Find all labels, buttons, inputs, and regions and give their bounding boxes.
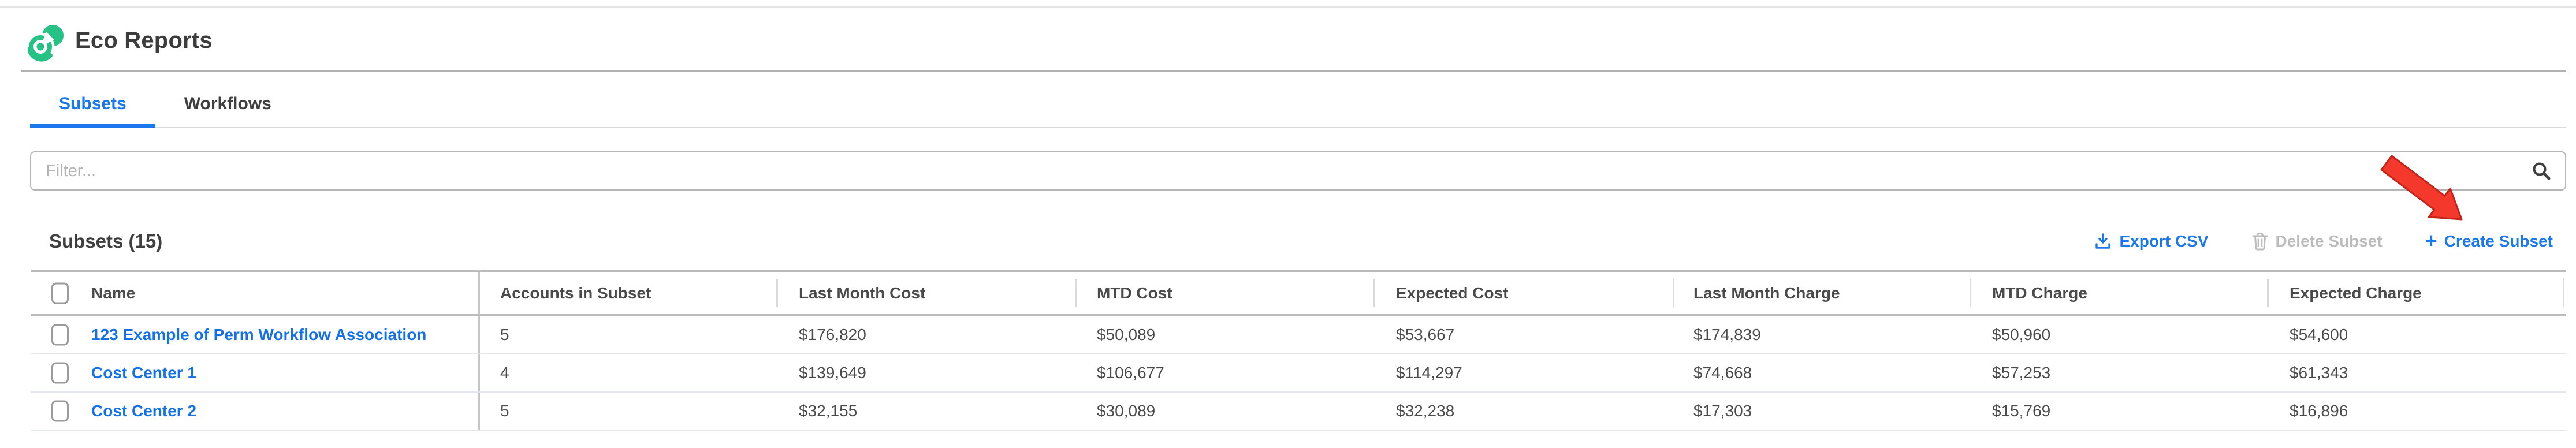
export-csv-label: Export CSV	[2119, 232, 2209, 250]
delete-subset-label: Delete Subset	[2275, 232, 2383, 250]
table-row: Cost Center 2 5 $32,155 $30,089 $32,238 …	[31, 393, 2566, 431]
column-divider	[478, 354, 480, 391]
accounts-cell: 5	[500, 402, 509, 420]
expected-cost-cell: $114,297	[1396, 364, 1462, 382]
column-divider	[1075, 279, 1077, 307]
column-header-last-month-charge[interactable]: Last Month Charge	[1693, 283, 1840, 302]
tab-workflows[interactable]: Workflows	[184, 94, 271, 113]
export-csv-button[interactable]: Export CSV	[2094, 232, 2209, 251]
mtd-cost-cell: $106,677	[1097, 364, 1164, 382]
last-month-cost-cell: $139,649	[799, 364, 866, 382]
accounts-cell: 5	[500, 326, 509, 344]
column-divider	[1673, 279, 1674, 307]
table-row: Cost Center 1 4 $139,649 $106,677 $114,2…	[31, 354, 2566, 393]
column-header-name[interactable]: Name	[91, 283, 136, 302]
last-month-charge-cell: $17,303	[1693, 402, 1752, 420]
subset-name-cell: Cost Center 1	[91, 354, 196, 391]
mtd-charge-cell: $50,960	[1992, 326, 2051, 344]
column-header-mtd-cost[interactable]: MTD Cost	[1097, 283, 1172, 302]
row-checkbox[interactable]	[51, 324, 69, 346]
expected-charge-cell: $61,343	[2290, 364, 2348, 382]
expected-cost-cell: $32,238	[1396, 402, 1455, 420]
subset-name-link[interactable]: Cost Center 2	[91, 402, 197, 420]
table-row: 123 Example of Perm Workflow Association…	[31, 316, 2566, 354]
create-subset-button[interactable]: + Create Subset	[2425, 229, 2553, 252]
column-header-last-month-cost[interactable]: Last Month Cost	[799, 283, 926, 302]
subset-name-link[interactable]: Cost Center 1	[91, 364, 197, 382]
subset-name-cell: 123 Example of Perm Workflow Association	[91, 316, 426, 353]
column-header-mtd-charge[interactable]: MTD Charge	[1992, 283, 2087, 302]
mtd-cost-cell: $30,089	[1097, 402, 1156, 420]
expected-charge-cell: $54,600	[2290, 326, 2348, 344]
last-month-charge-cell: $174,839	[1693, 326, 1761, 344]
column-divider	[478, 393, 480, 430]
app-title: Eco Reports	[75, 27, 213, 53]
delete-subset-button[interactable]: Delete Subset	[2251, 232, 2383, 251]
column-divider	[2563, 279, 2564, 307]
table-header-row: Name Accounts in Subset Last Month Cost …	[31, 270, 2566, 316]
mtd-charge-cell: $15,769	[1992, 402, 2051, 420]
page-top-divider	[0, 6, 2576, 8]
column-divider	[478, 316, 480, 353]
plus-icon: +	[2425, 229, 2437, 252]
search-icon[interactable]	[2532, 161, 2551, 181]
column-header-expected-cost[interactable]: Expected Cost	[1396, 283, 1509, 302]
row-checkbox[interactable]	[51, 362, 69, 384]
tab-bar: Subsets Workflows	[30, 81, 2566, 128]
select-all-checkbox[interactable]	[51, 282, 69, 304]
column-header-accounts[interactable]: Accounts in Subset	[500, 283, 652, 302]
trash-icon	[2252, 232, 2268, 251]
create-subset-label: Create Subset	[2444, 232, 2553, 250]
last-month-charge-cell: $74,668	[1693, 364, 1752, 382]
tab-subsets[interactable]: Subsets	[30, 81, 155, 128]
mtd-cost-cell: $50,089	[1097, 326, 1156, 344]
accounts-cell: 4	[500, 364, 509, 382]
subset-name-cell: Cost Center 2	[91, 393, 196, 430]
expected-charge-cell: $16,896	[2290, 402, 2348, 420]
column-divider	[1373, 279, 1375, 307]
column-divider	[2267, 279, 2269, 307]
column-divider	[478, 272, 480, 314]
toolbar: Export CSV Delete Subset + Create Subset	[2094, 229, 2553, 252]
row-checkbox[interactable]	[51, 400, 69, 422]
download-icon	[2095, 233, 2111, 249]
app-header: Eco Reports	[28, 17, 213, 64]
column-divider	[1970, 279, 1971, 307]
mtd-charge-cell: $57,253	[1992, 364, 2051, 382]
header-divider	[21, 70, 2566, 72]
section-title: Subsets (15)	[49, 230, 163, 252]
filter-container	[30, 151, 2566, 191]
column-header-expected-charge[interactable]: Expected Charge	[2290, 283, 2422, 302]
expected-cost-cell: $53,667	[1396, 326, 1455, 344]
last-month-cost-cell: $32,155	[799, 402, 858, 420]
subset-name-link[interactable]: 123 Example of Perm Workflow Association	[91, 326, 427, 344]
subsets-table: Name Accounts in Subset Last Month Cost …	[31, 270, 2566, 431]
column-divider	[776, 279, 778, 307]
eco-logo-icon	[28, 25, 64, 62]
section-header-row: Subsets (15) Export CSV Delete Subset + …	[49, 229, 2553, 254]
last-month-cost-cell: $176,820	[799, 326, 866, 344]
filter-input[interactable]	[30, 151, 2566, 191]
